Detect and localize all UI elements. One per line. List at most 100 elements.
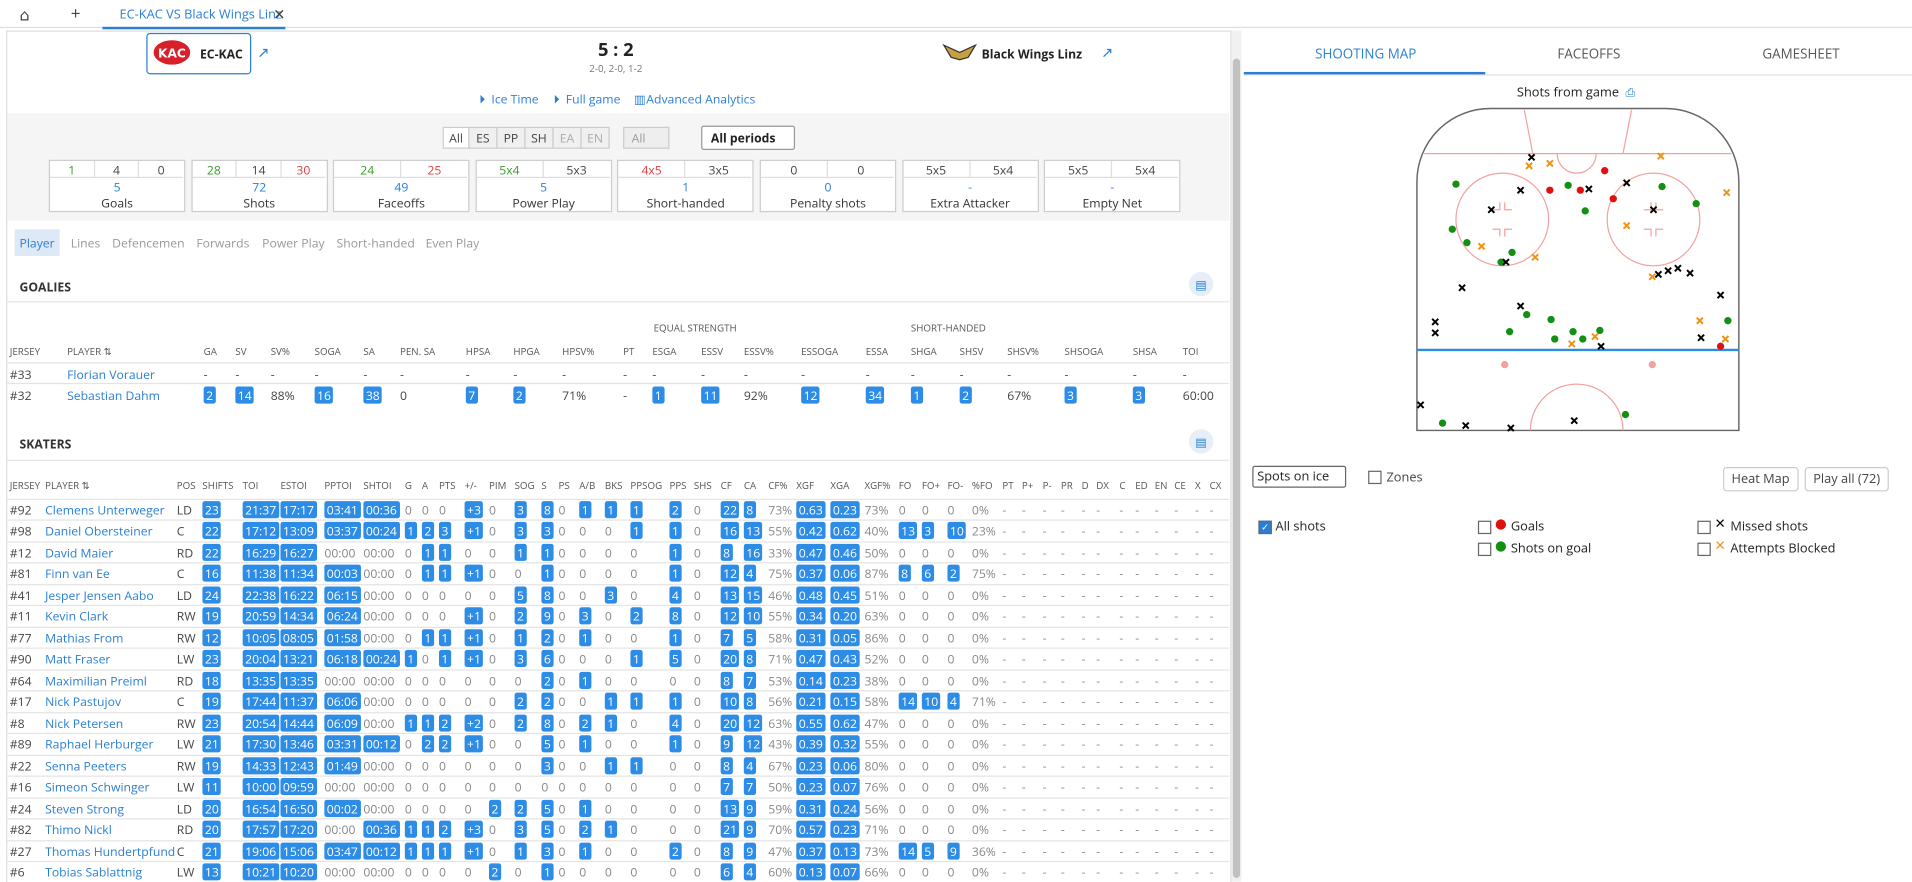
shot-marker[interactable]: [1581, 207, 1589, 215]
link-icon[interactable]: ⏵: [479, 90, 486, 108]
player-name[interactable]: Nick Petersen: [45, 714, 124, 732]
situation-filter[interactable]: EA: [552, 126, 582, 149]
player-name[interactable]: Nick Pastujov: [45, 692, 122, 710]
shot-marker[interactable]: [1523, 310, 1531, 319]
shot-marker[interactable]: [1591, 332, 1599, 341]
zones-checkbox[interactable]: [1368, 470, 1382, 485]
heat-map-button[interactable]: Heat Map: [1722, 467, 1799, 492]
shot-marker[interactable]: [1664, 266, 1672, 275]
player-name[interactable]: Sebastian Dahm: [67, 386, 160, 404]
shot-marker[interactable]: [1551, 335, 1559, 343]
player-name[interactable]: Senna Peeters: [45, 756, 127, 774]
play-all-button[interactable]: Play all (72): [1804, 467, 1889, 492]
column-header[interactable]: PLAYER ⇅: [45, 479, 90, 493]
shot-marker[interactable]: [1686, 269, 1694, 277]
subtab[interactable]: Forwards: [196, 234, 250, 252]
shot-marker[interactable]: [1657, 152, 1665, 160]
situation-filter[interactable]: EN: [580, 126, 610, 149]
player-name[interactable]: Simeon Schwinger: [45, 778, 150, 796]
shot-marker[interactable]: [1570, 416, 1578, 425]
shot-marker[interactable]: [1431, 329, 1439, 337]
shot-marker[interactable]: [1531, 253, 1539, 262]
column-header[interactable]: PLAYER ⇅: [67, 345, 112, 359]
shot-marker[interactable]: [1547, 315, 1555, 324]
player-name[interactable]: Jesper Jensen Aabo: [45, 586, 154, 604]
subtab[interactable]: Defencemen: [112, 234, 185, 252]
player-name[interactable]: Tobias Sablattnig: [45, 863, 143, 881]
subtab[interactable]: Power Play: [262, 234, 325, 252]
shot-marker[interactable]: [1416, 401, 1425, 409]
player-name[interactable]: Clemens Unterweger: [45, 501, 165, 519]
player-name[interactable]: Steven Strong: [45, 799, 125, 817]
player-name[interactable]: Thomas Hundertpfund: [45, 842, 176, 860]
external-link[interactable]: ↗: [1101, 41, 1114, 63]
shot-marker[interactable]: [1487, 205, 1496, 214]
player-name[interactable]: Raphael Herburger: [45, 735, 154, 753]
player-name[interactable]: Matt Fraser: [45, 650, 111, 668]
link[interactable]: Full game: [565, 90, 621, 108]
legend-checkbox[interactable]: [1697, 520, 1711, 535]
print-icon[interactable]: ⎙: [1625, 82, 1636, 100]
export-icon[interactable]: ▤: [1188, 429, 1214, 454]
shot-marker[interactable]: [1585, 185, 1593, 193]
shot-marker[interactable]: [1596, 326, 1604, 335]
export-icon[interactable]: ▤: [1188, 271, 1214, 297]
shot-marker[interactable]: [1579, 335, 1587, 343]
spots-select[interactable]: Spots on ice: [1252, 465, 1347, 488]
shot-marker[interactable]: [1724, 317, 1732, 325]
shot-marker[interactable]: [1576, 186, 1584, 194]
map-tab[interactable]: GAMESHEET: [1762, 45, 1840, 64]
shot-marker[interactable]: [1508, 248, 1516, 257]
shot-marker[interactable]: [1622, 221, 1631, 230]
shot-marker[interactable]: [1654, 270, 1663, 279]
player-name[interactable]: Maximilian Preiml: [45, 671, 147, 689]
shot-marker[interactable]: [1568, 340, 1576, 348]
shot-marker[interactable]: [1649, 205, 1658, 214]
link-icon[interactable]: ▥: [634, 90, 646, 108]
scroll-thumb[interactable]: [1232, 58, 1241, 878]
shot-marker[interactable]: [1461, 421, 1470, 430]
map-tab[interactable]: SHOOTING MAP: [1315, 45, 1417, 64]
shot-marker[interactable]: [1516, 302, 1525, 310]
shot-marker[interactable]: [1609, 195, 1617, 203]
shot-marker[interactable]: [1658, 182, 1666, 191]
subtab[interactable]: Lines: [70, 234, 101, 252]
subtab[interactable]: Even Play: [425, 234, 480, 252]
shot-marker[interactable]: [1477, 242, 1486, 251]
shot-marker[interactable]: [1458, 284, 1466, 292]
shot-marker[interactable]: [1431, 318, 1439, 326]
shot-marker[interactable]: [1696, 316, 1704, 325]
player-name[interactable]: Mathias From: [45, 628, 124, 647]
link[interactable]: Ice Time: [491, 90, 539, 108]
legend-checkbox[interactable]: [1477, 542, 1492, 557]
player-name[interactable]: David Maier: [45, 543, 114, 561]
add-tab[interactable]: +: [70, 2, 81, 26]
shot-marker[interactable]: [1601, 167, 1609, 175]
shot-marker[interactable]: [1564, 181, 1572, 190]
shot-marker[interactable]: [1674, 264, 1682, 273]
home-team-box[interactable]: [146, 32, 252, 75]
shot-marker[interactable]: [1546, 159, 1554, 168]
shot-marker[interactable]: [1621, 410, 1630, 419]
situation-filter[interactable]: All: [442, 126, 470, 149]
player-name[interactable]: Kevin Clark: [45, 607, 109, 625]
shot-marker[interactable]: [1716, 291, 1725, 299]
period-dropdown[interactable]: All periods: [701, 125, 796, 150]
shot-marker[interactable]: [1516, 186, 1525, 194]
shot-marker[interactable]: [1525, 162, 1533, 170]
active-tab[interactable]: [102, 0, 286, 30]
shot-marker[interactable]: [1722, 188, 1731, 197]
shot-marker[interactable]: [1569, 328, 1577, 336]
shot-marker[interactable]: [1648, 273, 1657, 281]
home-icon[interactable]: ⌂: [19, 3, 30, 26]
situation-filter[interactable]: PP: [496, 126, 526, 149]
link[interactable]: Advanced Analytics: [646, 90, 756, 108]
situation-filter[interactable]: ES: [468, 126, 498, 149]
shot-marker[interactable]: [1622, 179, 1631, 187]
shot-marker[interactable]: [1505, 328, 1514, 336]
link-icon[interactable]: ⏵: [553, 90, 560, 108]
player-name[interactable]: Thimo Nickl: [45, 820, 112, 838]
shot-marker[interactable]: [1527, 153, 1536, 162]
legend-checkbox[interactable]: ✓: [1258, 520, 1272, 535]
shot-marker[interactable]: [1438, 419, 1447, 427]
